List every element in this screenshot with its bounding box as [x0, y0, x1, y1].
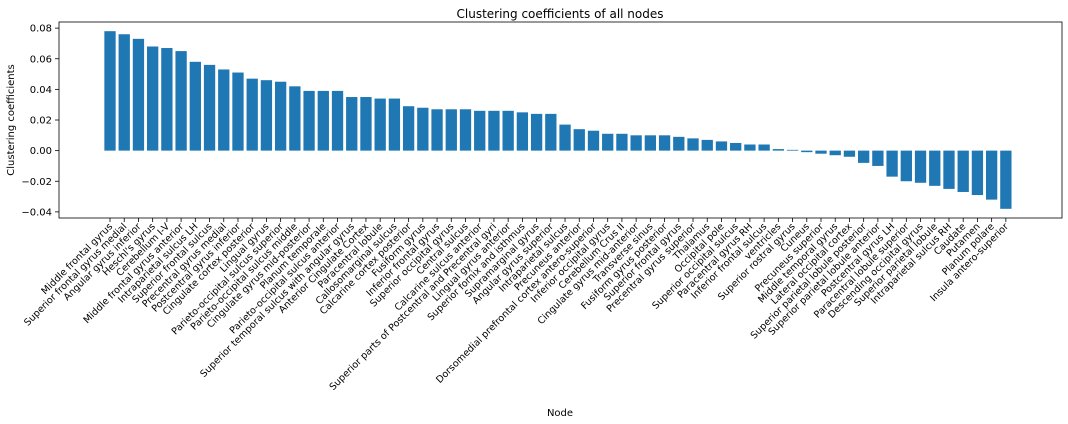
- bar: [445, 109, 457, 151]
- bar: [189, 61, 201, 151]
- bar: [417, 107, 429, 151]
- bar: [431, 109, 443, 151]
- bar: [573, 129, 585, 151]
- bar: [957, 150, 969, 192]
- bar: [132, 38, 145, 151]
- bar: [616, 133, 628, 151]
- bar: [459, 109, 472, 151]
- chart-title: Clustering coefficients of all nodes: [457, 7, 664, 21]
- bar: [474, 110, 486, 151]
- bar: [516, 112, 529, 151]
- bar: [118, 34, 130, 151]
- bar: [772, 149, 784, 151]
- bar: [929, 150, 941, 186]
- bar: [289, 86, 301, 151]
- bar: [744, 144, 756, 151]
- bar: [488, 110, 500, 151]
- bar: [346, 97, 358, 151]
- bar: [1000, 150, 1012, 209]
- bar: [630, 135, 642, 151]
- bar: [786, 149, 799, 151]
- bar: [843, 150, 856, 157]
- bar: [161, 48, 173, 151]
- bar: [388, 98, 401, 151]
- y-tick-label: 0.04: [30, 85, 52, 96]
- bar: [687, 138, 699, 151]
- bar: [758, 144, 770, 151]
- bar: [587, 130, 600, 151]
- bar: [104, 31, 116, 151]
- bar: [900, 150, 912, 182]
- y-tick-label: −0.02: [21, 177, 52, 188]
- bar: [730, 142, 742, 151]
- bar: [530, 113, 543, 151]
- bar: [858, 150, 870, 163]
- y-axis-label: Clustering coefficients: [6, 64, 17, 175]
- bar: [246, 78, 258, 151]
- bar: [360, 97, 372, 151]
- y-tick-label: 0.00: [30, 146, 52, 157]
- bar: [943, 150, 955, 189]
- y-axis: 0.08 0.06 0.04 0.02 0.00 −0.02 −0.04: [21, 24, 59, 218]
- bar: [203, 64, 216, 151]
- bar: [303, 90, 315, 151]
- bar: [331, 90, 344, 151]
- bar: [886, 150, 898, 177]
- bar: [985, 150, 998, 200]
- bar: [232, 72, 244, 151]
- bar: [658, 135, 671, 151]
- y-tick-label: 0.02: [30, 116, 52, 127]
- bar: [260, 80, 273, 151]
- bar: [317, 90, 329, 151]
- bar: [147, 46, 159, 151]
- bar: [715, 141, 728, 151]
- bar: [502, 110, 514, 151]
- x-axis-label: Node: [547, 408, 573, 419]
- y-tick-label: 0.06: [30, 54, 52, 65]
- bar: [701, 139, 713, 151]
- bar: [374, 98, 386, 151]
- bar: [914, 150, 927, 183]
- bar: [815, 150, 827, 154]
- y-tick-label: −0.04: [21, 207, 52, 218]
- x-tick-label: Superior frontal gyrus medial: [22, 221, 129, 328]
- bar: [545, 113, 557, 151]
- bar: [274, 81, 287, 151]
- bar: [402, 106, 415, 151]
- bar: [872, 150, 884, 166]
- bar: [971, 150, 984, 196]
- bar: [644, 135, 657, 151]
- bar: [801, 150, 813, 153]
- bar: [218, 69, 230, 151]
- bar: [829, 150, 841, 156]
- bar: [602, 133, 614, 151]
- bar: [673, 136, 685, 151]
- bars-group: [104, 31, 1012, 209]
- bar: [559, 124, 571, 151]
- y-tick-label: 0.08: [30, 24, 52, 35]
- bar: [175, 51, 187, 151]
